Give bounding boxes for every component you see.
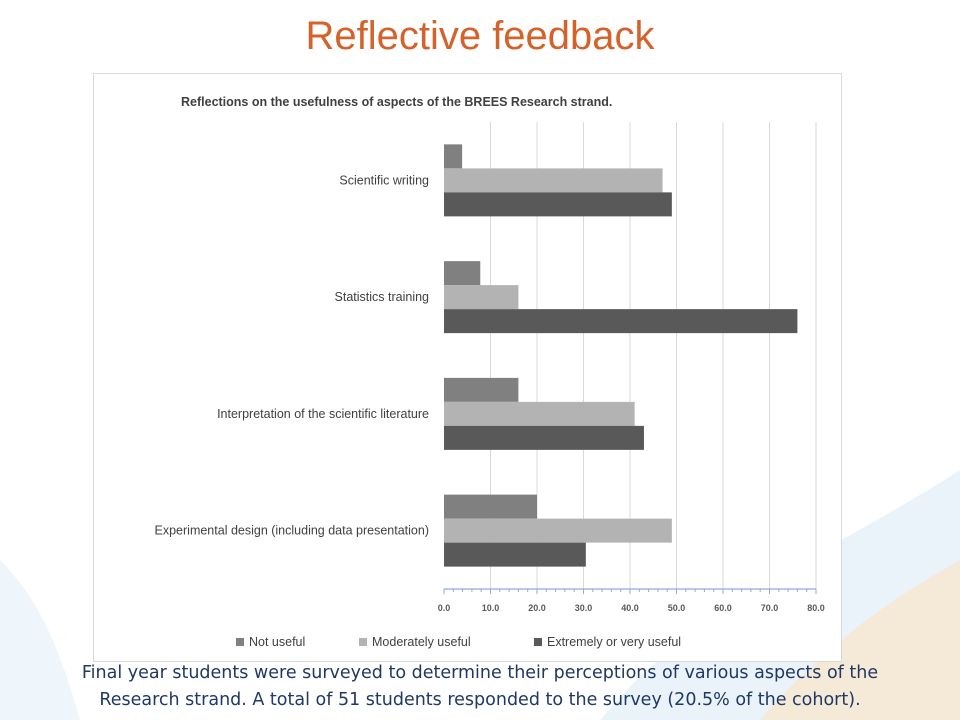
bar [444, 168, 663, 193]
bar [444, 144, 463, 169]
legend-label: Extremely or very useful [547, 635, 681, 649]
bar [444, 285, 519, 310]
bar [444, 494, 537, 519]
category-label: Statistics training [335, 290, 430, 304]
category-label: Experimental design (including data pres… [155, 524, 429, 538]
category-label: Interpretation of the scientific literat… [217, 407, 429, 421]
bar [444, 542, 586, 567]
legend-label: Moderately useful [372, 635, 471, 649]
x-tick-label: 30.0 [575, 603, 593, 613]
x-tick-label: 80.0 [807, 603, 825, 613]
slide-title: Reflective feedback [305, 14, 655, 58]
bar [444, 401, 635, 426]
bar [444, 309, 798, 334]
bar-chart: Reflections on the usefulness of aspects… [155, 95, 825, 649]
x-tick-label: 50.0 [668, 603, 686, 613]
caption-line-1: Final year students were surveyed to det… [81, 663, 879, 683]
legend-swatch [534, 638, 542, 646]
chart-title: Reflections on the usefulness of aspects… [181, 95, 612, 109]
x-tick-label: 40.0 [621, 603, 639, 613]
legend-label: Not useful [249, 635, 305, 649]
slide-caption: Final year students were surveyed to det… [20, 660, 940, 714]
bar [444, 425, 644, 450]
bar [444, 261, 481, 286]
x-tick-label: 0.0 [438, 603, 451, 613]
category-label: Scientific writing [339, 173, 429, 187]
bar [444, 192, 672, 217]
legend-swatch [359, 638, 367, 646]
x-tick-label: 60.0 [714, 603, 732, 613]
bar [444, 377, 519, 402]
caption-line-2: Research strand. A total of 51 students … [99, 690, 861, 710]
bar [444, 518, 672, 543]
x-tick-label: 70.0 [761, 603, 779, 613]
chart-frame: Reflections on the usefulness of aspects… [93, 73, 842, 662]
x-tick-label: 20.0 [528, 603, 546, 613]
x-tick-label: 10.0 [482, 603, 500, 613]
legend-swatch [236, 638, 244, 646]
